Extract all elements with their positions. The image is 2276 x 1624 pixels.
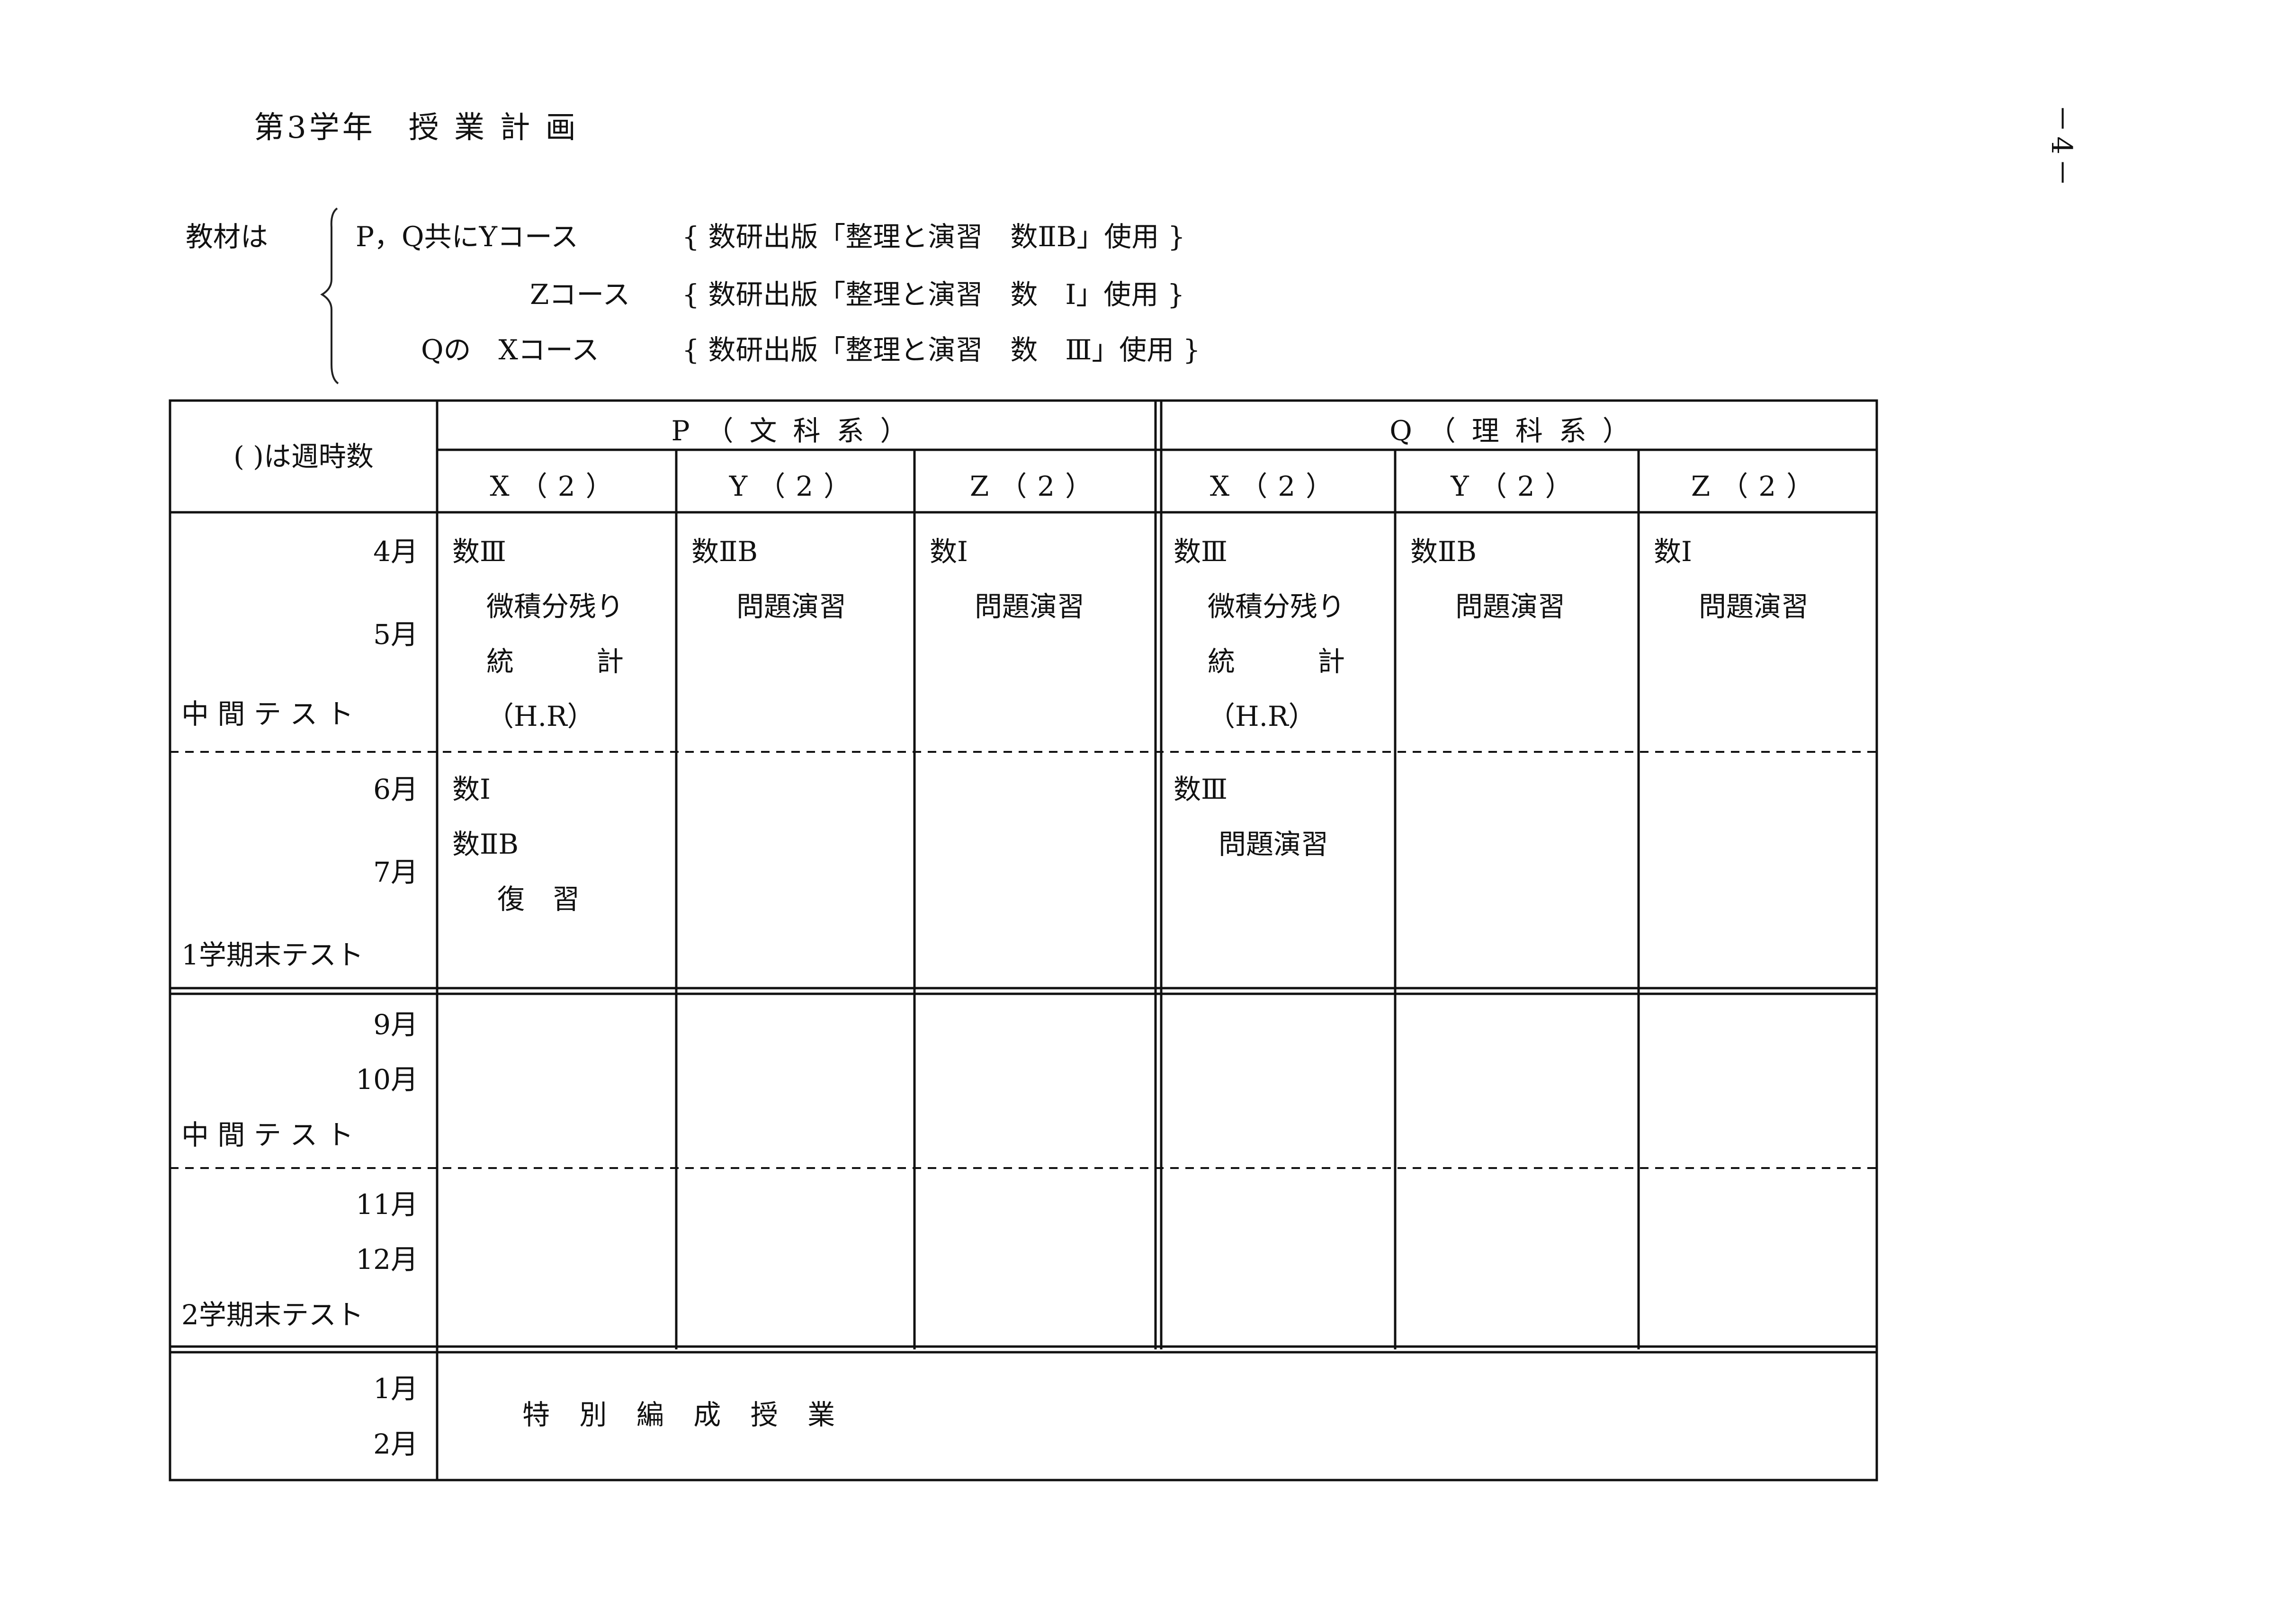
row-label: 中 間 テ ス ト	[181, 1119, 354, 1151]
row-label: 1月	[373, 1373, 418, 1405]
page-number: －4－	[2045, 104, 2078, 191]
cell-text: 復 習	[497, 883, 580, 915]
cell-text: 問題演習	[1455, 590, 1566, 623]
cell-text: 数Ⅰ	[930, 535, 968, 568]
row-label: 中 間 テ ス ト	[181, 698, 354, 730]
materials-line-2-text: { 数研出版「整理と演習 数 Ⅰ」使用 }	[682, 278, 1185, 311]
materials-line-1-prefix: P，Q共にYコース	[356, 221, 578, 253]
cell-text: （H.R）	[1208, 700, 1316, 732]
materials-line-3-text: { 数研出版「整理と演習 数 Ⅲ」使用 }	[682, 334, 1201, 366]
materials-line-3-prefix: Qの Xコース	[421, 334, 599, 366]
cell-text: 数ⅡB	[452, 828, 519, 860]
row-label: 7月	[373, 856, 418, 888]
cell-text: 問題演習	[1699, 590, 1809, 623]
column-header: Z（2）	[1691, 470, 1825, 502]
cell-text: 問題演習	[975, 590, 1085, 623]
cell-text: 問題演習	[1219, 828, 1329, 860]
cell-text: 数Ⅲ	[1174, 773, 1228, 805]
row-label: 6月	[373, 773, 418, 805]
column-header: X（2）	[490, 470, 624, 502]
row-label: 5月	[373, 618, 418, 651]
cell-text: 微積分残り	[1208, 590, 1345, 623]
cell-text: 数ⅡB	[1410, 535, 1477, 568]
row-label: 4月	[373, 535, 418, 568]
materials-line-2-prefix: Zコース	[530, 278, 630, 311]
column-header: Y（2）	[1451, 470, 1583, 502]
cell-text: 数Ⅲ	[452, 535, 506, 568]
cell-text: （H.R）	[486, 700, 595, 732]
cell-text: 数ⅡB	[691, 535, 758, 568]
column-header: X（2）	[1210, 470, 1344, 502]
cell-text: 微積分残り	[486, 590, 624, 623]
special-program-text: 特 別 編 成 授 業	[522, 1399, 846, 1431]
cell-text: 数Ⅰ	[452, 773, 491, 805]
column-header: Y（2）	[729, 470, 862, 502]
row-label: 1学期末テスト	[181, 939, 364, 971]
materials-line-1-text: { 数研出版「整理と演習 数ⅡB」使用 }	[682, 221, 1185, 253]
row-label: 11月	[356, 1188, 418, 1221]
column-header: Z（2）	[969, 470, 1103, 502]
row-label: 2月	[373, 1428, 418, 1460]
row-label: 12月	[356, 1243, 418, 1276]
cell-text: 数Ⅲ	[1174, 535, 1228, 568]
materials-label: 教材は	[186, 221, 269, 253]
row-label: 9月	[373, 1008, 418, 1041]
brace-icon	[320, 207, 339, 384]
group-header-p: P（文科系）	[671, 415, 924, 447]
page-title: 第3学年 授 業 計 画	[254, 110, 579, 145]
cell-text: 統 計	[486, 645, 624, 678]
table-corner-label: ( )は週時数	[233, 440, 374, 473]
cell-text: 数Ⅰ	[1654, 535, 1692, 568]
cell-text: 問題演習	[736, 590, 847, 623]
row-label: 2学期末テスト	[181, 1299, 364, 1331]
cell-text: 統 計	[1208, 645, 1345, 678]
group-header-q: Q（理科系）	[1389, 415, 1646, 447]
row-label: 10月	[356, 1063, 418, 1096]
